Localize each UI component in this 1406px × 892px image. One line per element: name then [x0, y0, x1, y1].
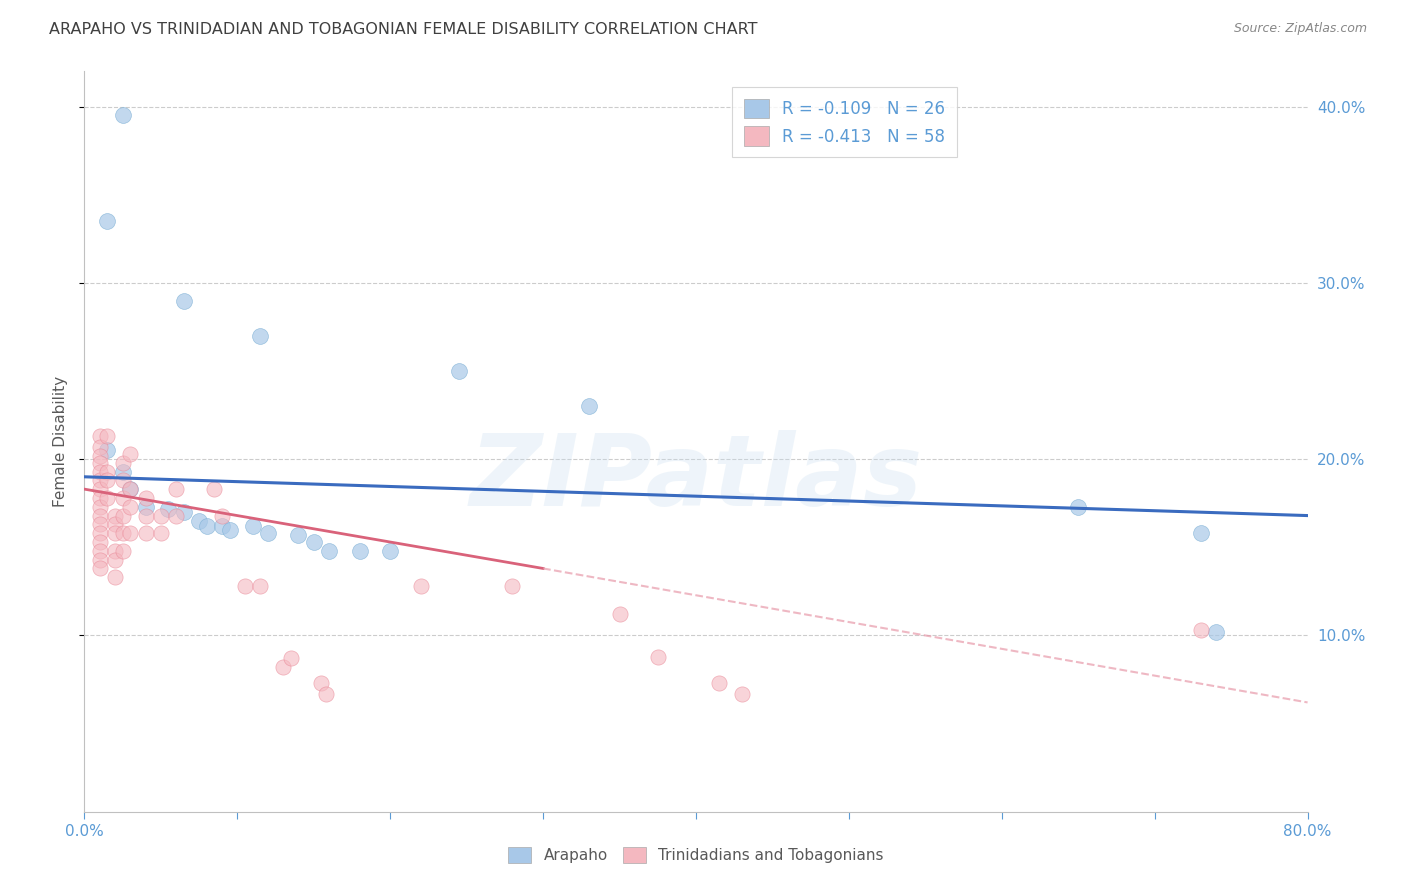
Point	[242, 519, 264, 533]
Point	[280, 651, 302, 665]
Point	[173, 293, 195, 308]
Point	[165, 482, 187, 496]
Point	[89, 473, 111, 487]
Point	[89, 508, 111, 523]
Point	[96, 491, 118, 505]
Point	[111, 108, 134, 122]
Point	[311, 676, 333, 690]
Point	[1205, 624, 1227, 639]
Point	[111, 491, 134, 505]
Point	[202, 482, 225, 496]
Point	[104, 517, 127, 532]
Point	[249, 579, 271, 593]
Point	[111, 473, 134, 487]
Point	[120, 482, 142, 496]
Point	[380, 544, 402, 558]
Point	[609, 607, 631, 622]
Point	[104, 544, 127, 558]
Point	[96, 465, 118, 479]
Point	[96, 429, 118, 443]
Point	[111, 526, 134, 541]
Point	[104, 552, 127, 566]
Point	[89, 465, 111, 479]
Point	[149, 508, 172, 523]
Point	[96, 214, 118, 228]
Point	[135, 500, 157, 514]
Point	[157, 501, 180, 516]
Point	[1189, 623, 1212, 637]
Point	[135, 508, 157, 523]
Point	[287, 528, 309, 542]
Point	[578, 399, 600, 413]
Point	[409, 579, 432, 593]
Point	[257, 526, 280, 541]
Point	[1189, 526, 1212, 541]
Point	[120, 482, 142, 496]
Point	[89, 429, 111, 443]
Point	[218, 523, 240, 537]
Point	[111, 465, 134, 479]
Point	[89, 456, 111, 470]
Point	[89, 517, 111, 532]
Point	[111, 544, 134, 558]
Point	[271, 660, 294, 674]
Point	[315, 687, 337, 701]
Point	[89, 482, 111, 496]
Point	[111, 508, 134, 523]
Point	[173, 505, 195, 519]
Point	[211, 508, 233, 523]
Point	[165, 508, 187, 523]
Point	[120, 447, 142, 461]
Point	[731, 687, 754, 701]
Point	[89, 544, 111, 558]
Point	[211, 519, 233, 533]
Point	[1067, 500, 1090, 514]
Point	[89, 552, 111, 566]
Point	[233, 579, 256, 593]
Point	[89, 440, 111, 454]
Text: ARAPAHO VS TRINIDADIAN AND TOBAGONIAN FEMALE DISABILITY CORRELATION CHART: ARAPAHO VS TRINIDADIAN AND TOBAGONIAN FE…	[49, 22, 758, 37]
Point	[111, 456, 134, 470]
Point	[647, 649, 669, 664]
Point	[89, 449, 111, 463]
Point	[120, 500, 142, 514]
Text: Source: ZipAtlas.com: Source: ZipAtlas.com	[1233, 22, 1367, 36]
Legend: Arapaho, Trinidadians and Tobagonians: Arapaho, Trinidadians and Tobagonians	[501, 839, 891, 871]
Point	[135, 526, 157, 541]
Point	[502, 579, 524, 593]
Point	[89, 491, 111, 505]
Point	[249, 328, 271, 343]
Point	[318, 544, 340, 558]
Text: ZIPatlas: ZIPatlas	[470, 430, 922, 527]
Point	[447, 364, 470, 378]
Point	[104, 526, 127, 541]
Point	[149, 526, 172, 541]
Point	[349, 544, 371, 558]
Point	[89, 500, 111, 514]
Point	[302, 535, 325, 549]
Point	[120, 526, 142, 541]
Point	[89, 561, 111, 575]
Point	[707, 676, 730, 690]
Point	[89, 526, 111, 541]
Point	[104, 570, 127, 584]
Point	[89, 535, 111, 549]
Point	[104, 508, 127, 523]
Point	[188, 514, 211, 528]
Y-axis label: Female Disability: Female Disability	[52, 376, 67, 508]
Point	[96, 473, 118, 487]
Point	[135, 491, 157, 505]
Point	[195, 519, 218, 533]
Point	[96, 443, 118, 458]
